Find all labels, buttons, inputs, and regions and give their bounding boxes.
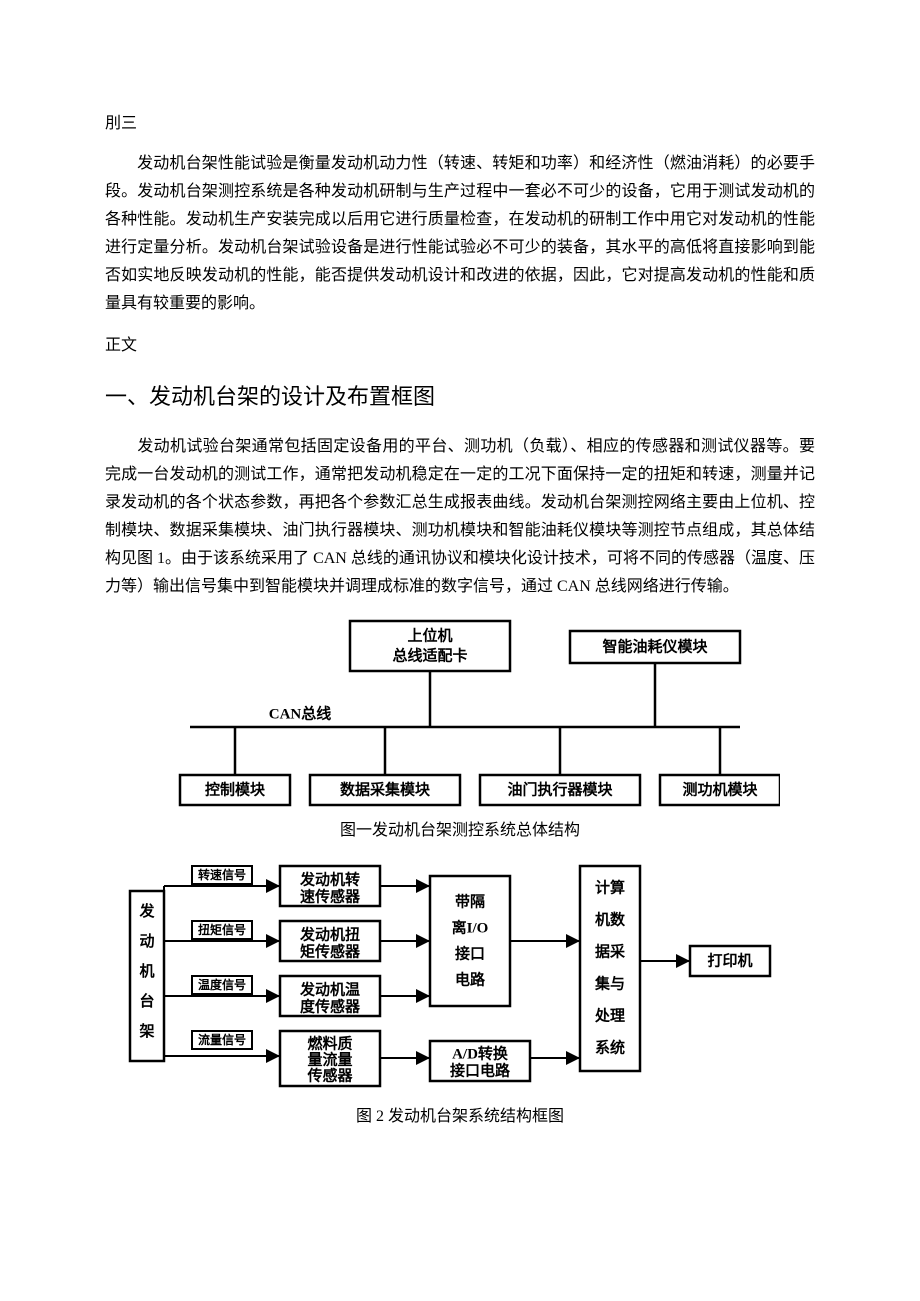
fig2-signal-0: 转速信号 <box>198 866 246 881</box>
section-text: 发动机试验台架通常包括固定设备用的平台、测功机（负载）、相应的传感器和测试仪器等… <box>105 438 815 595</box>
fig2-rig-c4: 架 <box>138 1023 154 1040</box>
document-page: 刖三 发动机台架性能试验是衡量发动机动力性（转速、转矩和功率）和经济性（燃油消耗… <box>0 0 920 1217</box>
preface-label: 刖三 <box>105 110 815 138</box>
intro-text: 发动机台架性能试验是衡量发动机动力性（转速、转矩和功率）和经济性（燃油消耗）的必… <box>105 155 815 312</box>
body-label: 正文 <box>105 332 815 360</box>
fig2-sensor-3-l1: 量流量 <box>307 1050 352 1068</box>
section-paragraph: 发动机试验台架通常包括固定设备用的平台、测功机（负载）、相应的传感器和测试仪器等… <box>105 433 815 601</box>
figure-1-diagram: 上位机 总线适配卡 智能油耗仪模块 CAN总线 控制模块 数据采集模块 油门执行… <box>140 615 780 815</box>
fig2-sensor-0-l1: 速传感器 <box>300 887 361 905</box>
fig2-cpu-3: 集与 <box>594 974 625 992</box>
fig2-cpu-0: 计算 <box>595 878 625 896</box>
fig1-bottom-2: 油门执行器模块 <box>507 780 613 798</box>
fig2-sensor-1-l1: 矩传感器 <box>300 942 361 960</box>
fig2-sensor-2-l0: 发动机温 <box>299 980 360 998</box>
fig1-bottom-3: 测功机模块 <box>682 780 758 798</box>
intro-paragraph: 发动机台架性能试验是衡量发动机动力性（转速、转矩和功率）和经济性（燃油消耗）的必… <box>105 150 815 318</box>
figure-2-diagram: 发 动 机 台 架 转速信号 发动机转 速传感器 扭矩信号 发动机扭 矩传感器 … <box>110 851 810 1101</box>
fig2-signal-2: 温度信号 <box>198 976 246 991</box>
section-heading: 一、发动机台架的设计及布置框图 <box>105 378 815 417</box>
fig2-sensor-0-l0: 发动机转 <box>299 870 360 888</box>
fig2-adc-0: A/D转换 <box>452 1044 509 1062</box>
fig2-sensor-2-l1: 度传感器 <box>300 997 361 1015</box>
figure-1-caption: 图一发动机台架测控系统总体结构 <box>105 817 815 845</box>
fig2-sensor-3-l2: 传感器 <box>306 1066 353 1084</box>
fig2-cpu-2: 据采 <box>595 942 626 960</box>
fig1-host-line1: 上位机 <box>407 626 452 644</box>
fig2-iface-1: 离I/O <box>452 918 489 936</box>
fig1-bottom-0: 控制模块 <box>205 780 266 798</box>
fig2-adc-1: 接口电路 <box>450 1061 511 1079</box>
fig2-printer-label: 打印机 <box>707 951 752 969</box>
fig2-iface-3: 电路 <box>455 970 486 988</box>
fig1-host-line2: 总线适配卡 <box>392 646 467 664</box>
fig2-sensor-1-l0: 发动机扭 <box>299 925 360 943</box>
figure-2-caption: 图 2 发动机台架系统结构框图 <box>105 1103 815 1131</box>
fig1-bus-label: CAN总线 <box>269 704 332 722</box>
fig2-cpu-4: 处理 <box>594 1006 625 1024</box>
fig2-rig-c0: 发 <box>138 902 155 920</box>
fig2-iface-0: 带隔 <box>455 893 485 910</box>
fig2-rig-c3: 台 <box>139 992 154 1010</box>
fig2-signal-1: 扭矩信号 <box>198 921 246 936</box>
fig2-sensor-3-l0: 燃料质 <box>307 1034 352 1052</box>
fig2-signal-3: 流量信号 <box>198 1031 246 1046</box>
fig2-rig-c2: 机 <box>139 962 154 980</box>
fig2-cpu-5: 系统 <box>595 1038 625 1056</box>
fig2-cpu-1: 机数 <box>595 910 626 928</box>
fig1-oil-label: 智能油耗仪模块 <box>602 637 708 655</box>
fig2-iface-2: 接口 <box>455 944 485 962</box>
fig2-rig-c1: 动 <box>139 932 154 950</box>
fig1-bottom-1: 数据采集模块 <box>340 780 431 798</box>
